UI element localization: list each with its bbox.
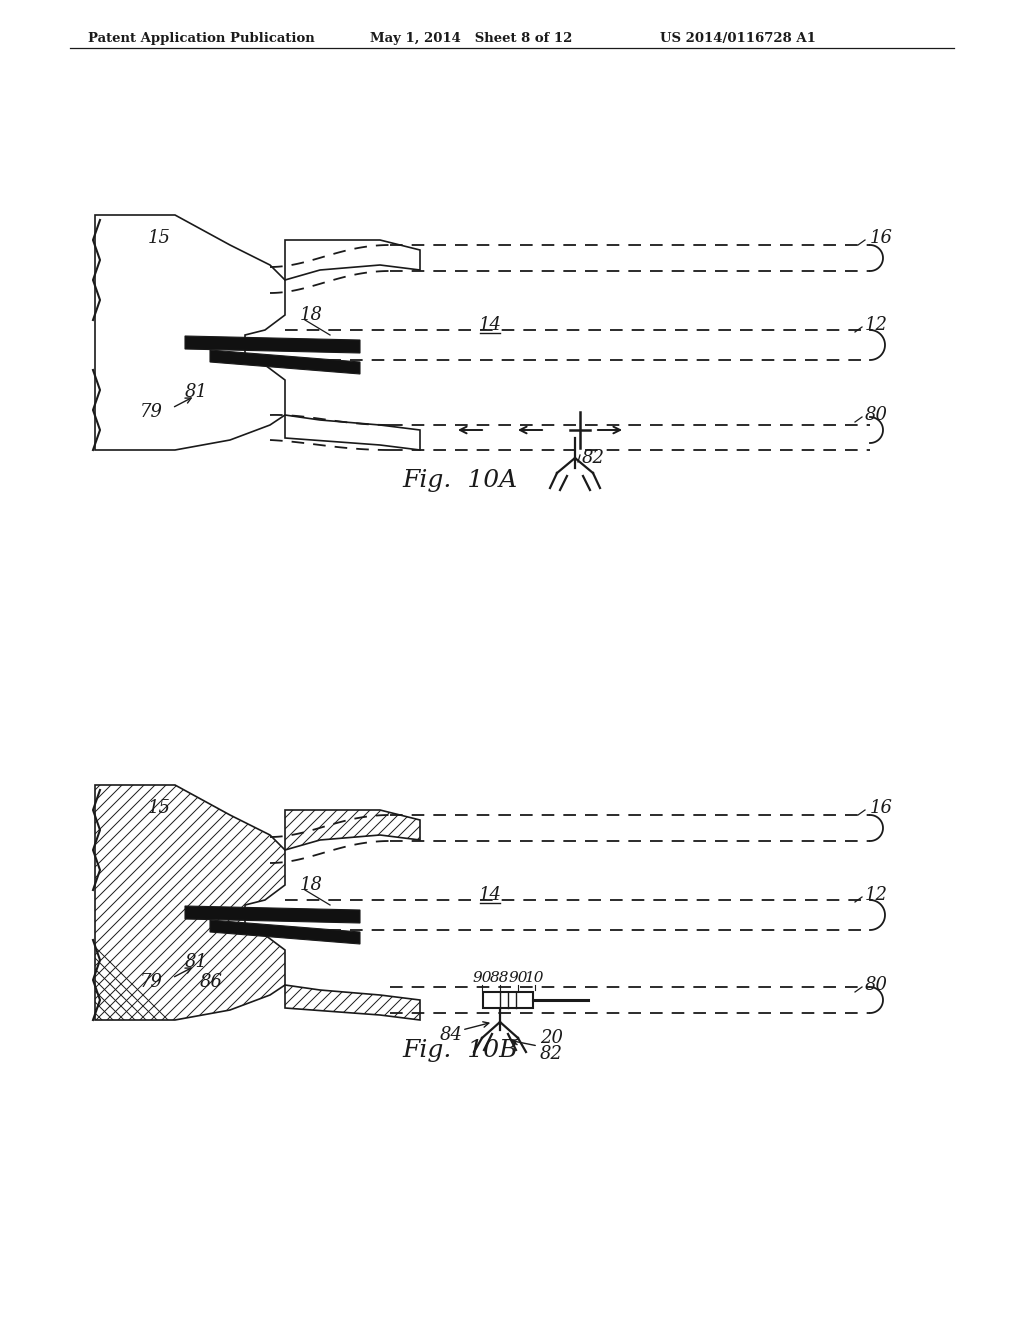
Text: 20: 20	[540, 1030, 563, 1047]
Text: 12: 12	[865, 315, 888, 334]
Polygon shape	[185, 337, 360, 352]
Text: 14: 14	[478, 315, 502, 334]
Text: 82: 82	[540, 1045, 563, 1063]
Text: Fig.  10B: Fig. 10B	[402, 1039, 518, 1061]
Polygon shape	[210, 920, 360, 944]
Text: 14: 14	[478, 886, 502, 904]
Polygon shape	[95, 215, 285, 450]
Polygon shape	[285, 414, 420, 450]
Text: 79: 79	[140, 403, 163, 421]
Text: Fig.  10A: Fig. 10A	[402, 469, 517, 491]
Text: 88: 88	[490, 972, 510, 985]
Text: 81: 81	[185, 953, 208, 972]
Text: 81: 81	[185, 383, 208, 401]
Text: 84: 84	[440, 1026, 463, 1044]
Text: 12: 12	[865, 886, 888, 904]
Text: 80: 80	[865, 975, 888, 994]
Text: 90: 90	[508, 972, 527, 985]
Text: May 1, 2014   Sheet 8 of 12: May 1, 2014 Sheet 8 of 12	[370, 32, 572, 45]
Text: 79: 79	[140, 973, 163, 991]
Text: 86: 86	[200, 973, 223, 991]
Text: 80: 80	[865, 407, 888, 424]
Text: 10: 10	[525, 972, 545, 985]
Polygon shape	[285, 240, 420, 280]
Polygon shape	[185, 906, 360, 923]
Text: 15: 15	[148, 799, 171, 817]
Text: 16: 16	[870, 799, 893, 817]
Text: 90: 90	[472, 972, 492, 985]
Text: US 2014/0116728 A1: US 2014/0116728 A1	[660, 32, 816, 45]
Text: 16: 16	[870, 228, 893, 247]
Text: Patent Application Publication: Patent Application Publication	[88, 32, 314, 45]
Text: 18: 18	[300, 876, 323, 894]
Polygon shape	[285, 985, 420, 1020]
Text: 82: 82	[582, 449, 605, 467]
Text: 15: 15	[148, 228, 171, 247]
Polygon shape	[95, 785, 285, 1020]
Polygon shape	[285, 810, 420, 850]
Text: 18: 18	[300, 306, 323, 323]
Bar	[483, 993, 534, 1008]
Polygon shape	[210, 350, 360, 374]
